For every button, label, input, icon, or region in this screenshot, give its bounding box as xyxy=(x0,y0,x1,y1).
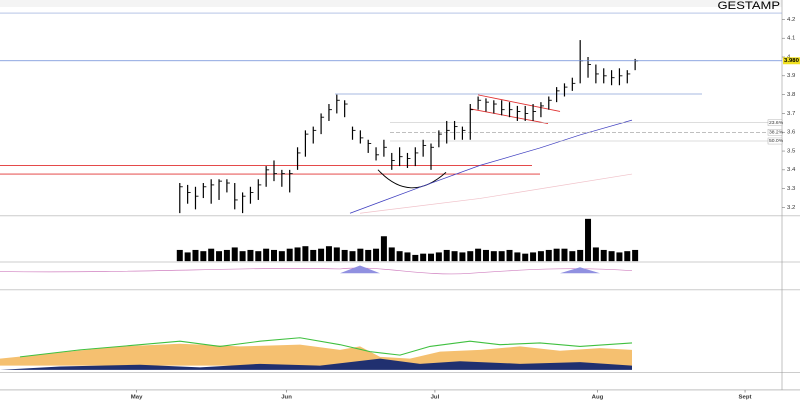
volume-bar xyxy=(286,248,293,262)
indicator-line xyxy=(0,267,633,275)
last-price-box xyxy=(783,57,800,65)
volume-bar xyxy=(435,252,442,262)
y-tick-label: 3.4 xyxy=(787,168,795,174)
volume-bar xyxy=(569,251,576,262)
volume-bar xyxy=(192,249,199,262)
volume-bar xyxy=(208,248,215,262)
indicator-area xyxy=(0,358,632,370)
volume-bar xyxy=(278,251,285,262)
volume-bar xyxy=(467,251,474,262)
volume-bar xyxy=(600,249,607,262)
volume-bar xyxy=(373,248,380,262)
volume-bar xyxy=(482,249,489,262)
volume-bar xyxy=(475,248,482,262)
volume-bar xyxy=(388,247,395,262)
volume-bar xyxy=(530,252,537,262)
volume-bar xyxy=(451,251,458,262)
indicator-line xyxy=(19,337,633,358)
volume-bar xyxy=(428,253,435,262)
volume-bar xyxy=(412,254,419,262)
volume-bar xyxy=(624,251,631,262)
volume-bar xyxy=(223,249,230,262)
legend-bar xyxy=(0,0,782,7)
fib-box xyxy=(767,137,783,145)
volume-bar xyxy=(459,252,466,262)
volume-bar xyxy=(310,249,317,262)
volume-bar xyxy=(365,249,372,262)
volume-bar xyxy=(318,248,325,262)
volume-bar xyxy=(255,251,262,262)
volume-bar xyxy=(553,248,560,262)
volume-bar xyxy=(545,249,552,262)
volume-bar xyxy=(404,252,411,262)
volume-bar xyxy=(537,251,544,262)
volume-bar xyxy=(325,246,332,262)
volume-bar xyxy=(231,247,238,262)
volume-bar xyxy=(490,251,497,262)
channel-line xyxy=(477,94,561,112)
y-tick-label: 3.8 xyxy=(787,92,795,98)
volume-bar xyxy=(200,251,207,262)
volume-bar xyxy=(349,251,356,262)
fib-label: 50.0% xyxy=(769,138,783,143)
volume-bar xyxy=(380,236,387,262)
volume-bar xyxy=(302,246,309,262)
volume-bar xyxy=(420,253,427,262)
volume-bar xyxy=(498,251,505,262)
y-tick-label: 3.9 xyxy=(787,73,795,79)
y-tick-label: 4.2 xyxy=(787,17,795,23)
volume-bar xyxy=(577,249,584,262)
fib-label: 23.6% xyxy=(769,120,783,125)
volume-bar xyxy=(443,249,450,262)
y-tick-label: 3.5 xyxy=(787,149,795,155)
volume-bar xyxy=(263,248,270,262)
volume-bar xyxy=(247,249,254,262)
volume-bar xyxy=(270,249,277,262)
x-tick-label: Aug xyxy=(592,395,604,401)
y-tick-label: 3.3 xyxy=(787,186,795,192)
indicator-area xyxy=(120,265,600,274)
volume-bar xyxy=(216,251,223,262)
indicator-area xyxy=(0,343,632,366)
volume-bar xyxy=(396,251,403,262)
volume-bar xyxy=(522,253,529,262)
cup-curve xyxy=(377,169,447,189)
x-tick-label: May xyxy=(131,395,144,401)
chart-title: GESTAMP xyxy=(717,0,780,12)
moving-average xyxy=(359,173,633,214)
x-tick-label: Jul xyxy=(431,395,440,401)
x-tick-label: Jun xyxy=(281,395,292,401)
volume-bar xyxy=(341,249,348,262)
volume-bar xyxy=(357,248,364,262)
fib-label: 38.2% xyxy=(769,130,783,135)
fib-box xyxy=(767,129,783,136)
volume-bar xyxy=(176,249,183,262)
volume-bar xyxy=(561,248,568,262)
y-tick-label: 3.7 xyxy=(787,111,795,117)
y-tick-label: 4.1 xyxy=(787,36,795,42)
volume-bar xyxy=(294,247,301,262)
volume-bar xyxy=(514,252,521,262)
x-tick-label: Sept xyxy=(739,395,752,401)
last-price-label: 3.980 xyxy=(784,58,799,64)
volume-bar xyxy=(239,251,246,262)
y-tick-label: 3.2 xyxy=(787,205,795,211)
volume-bar xyxy=(608,251,615,262)
volume-bar xyxy=(585,218,592,262)
volume-bar xyxy=(616,252,623,262)
volume-bar xyxy=(333,247,340,262)
volume-bar xyxy=(632,249,639,262)
fib-box xyxy=(767,119,783,126)
volume-bar xyxy=(506,249,513,262)
y-tick-label: 3.6 xyxy=(787,130,795,136)
volume-bar xyxy=(184,252,191,262)
volume-bar xyxy=(592,247,599,262)
